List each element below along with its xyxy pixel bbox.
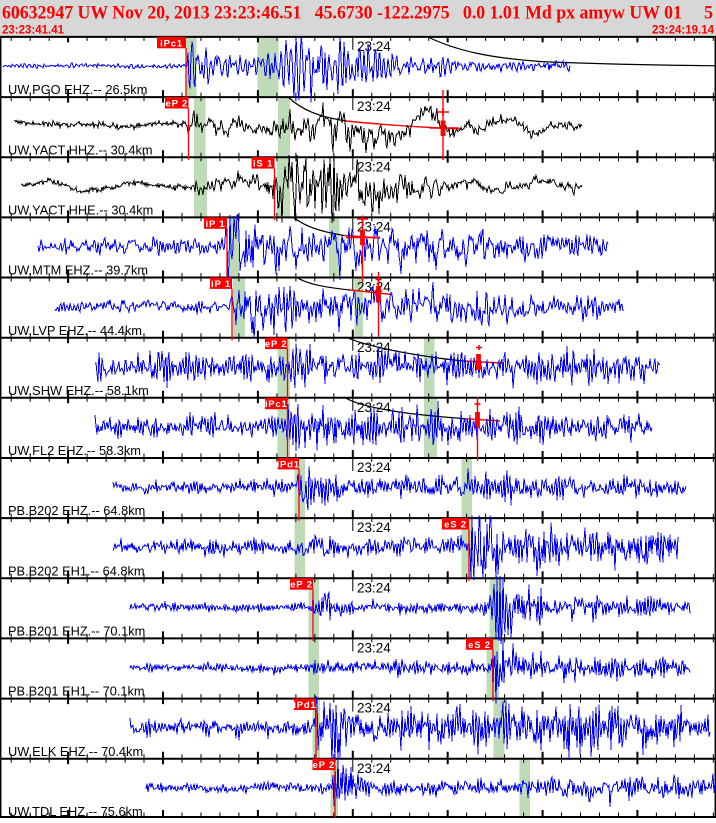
svg-text:UW.SHW EHZ.-- 58.1km: UW.SHW EHZ.-- 58.1km bbox=[8, 383, 149, 398]
svg-text:23:24: 23:24 bbox=[357, 761, 391, 776]
svg-text:UW.YACT HHZ.-- 30.4km: UW.YACT HHZ.-- 30.4km bbox=[8, 142, 153, 157]
svg-text:60632947 UW Nov 20, 2013 23:23: 60632947 UW Nov 20, 2013 23:23:46.51 45.… bbox=[2, 3, 713, 24]
svg-text:iPc1: iPc1 bbox=[160, 38, 183, 49]
svg-text:iP 1: iP 1 bbox=[206, 219, 226, 230]
svg-text:iS 1: iS 1 bbox=[253, 159, 273, 170]
svg-text:eP 2: eP 2 bbox=[166, 99, 189, 110]
svg-text:eP 2: eP 2 bbox=[313, 760, 336, 771]
svg-text:23:24: 23:24 bbox=[357, 580, 391, 595]
svg-text:UW.YACT HHE.-- 30.4km: UW.YACT HHE.-- 30.4km bbox=[8, 203, 153, 218]
svg-text:iP 1: iP 1 bbox=[211, 279, 231, 290]
svg-text:23:24: 23:24 bbox=[357, 520, 391, 535]
svg-text:23:24: 23:24 bbox=[357, 39, 391, 54]
svg-text:23:24:19.14: 23:24:19.14 bbox=[652, 25, 715, 37]
svg-text:23:24: 23:24 bbox=[357, 220, 391, 235]
svg-text:UW.MTM EHZ.-- 39.7km: UW.MTM EHZ.-- 39.7km bbox=[8, 263, 148, 278]
svg-text:eP 2: eP 2 bbox=[265, 339, 288, 350]
svg-text:iPc1: iPc1 bbox=[265, 399, 288, 410]
svg-text:eS 2: eS 2 bbox=[444, 520, 467, 531]
svg-text:UW.TDL EHZ.-- 75.6km: UW.TDL EHZ.-- 75.6km bbox=[8, 804, 143, 818]
svg-text:eP 2: eP 2 bbox=[290, 580, 313, 591]
svg-text:23:24: 23:24 bbox=[357, 460, 391, 475]
svg-text:PB.B201 EHZ.-- 70.1km: PB.B201 EHZ.-- 70.1km bbox=[8, 624, 145, 639]
svg-text:23:23:41.41: 23:23:41.41 bbox=[2, 25, 65, 37]
svg-text:PB.B201 EH1.-- 70.1km: PB.B201 EH1.-- 70.1km bbox=[8, 684, 145, 699]
svg-text:UW.FL2 EHZ.-- 58.3km: UW.FL2 EHZ.-- 58.3km bbox=[8, 443, 141, 458]
svg-text:PB.B202 EHZ.-- 64.8km: PB.B202 EHZ.-- 64.8km bbox=[8, 503, 145, 518]
svg-text:23:24: 23:24 bbox=[357, 280, 391, 295]
svg-text:23:24: 23:24 bbox=[357, 641, 391, 656]
svg-text:UW.PGO EHZ.-- 26.5km: UW.PGO EHZ.-- 26.5km bbox=[8, 82, 147, 97]
svg-text:UW.ELK EHZ.-- 70.4km: UW.ELK EHZ.-- 70.4km bbox=[8, 744, 143, 759]
svg-text:UW.LVP EHZ.-- 44.4km: UW.LVP EHZ.-- 44.4km bbox=[8, 323, 142, 338]
svg-text:iPd1: iPd1 bbox=[277, 459, 300, 470]
svg-text:23:24: 23:24 bbox=[357, 159, 391, 174]
svg-text:23:24: 23:24 bbox=[357, 701, 391, 716]
svg-text:23:24: 23:24 bbox=[357, 99, 391, 114]
svg-text:PB.B202 EH1.-- 64.8km: PB.B202 EH1.-- 64.8km bbox=[8, 563, 145, 578]
svg-text:23:24: 23:24 bbox=[357, 340, 391, 355]
svg-text:eS 2: eS 2 bbox=[468, 640, 491, 651]
svg-text:iPd1: iPd1 bbox=[293, 700, 316, 711]
